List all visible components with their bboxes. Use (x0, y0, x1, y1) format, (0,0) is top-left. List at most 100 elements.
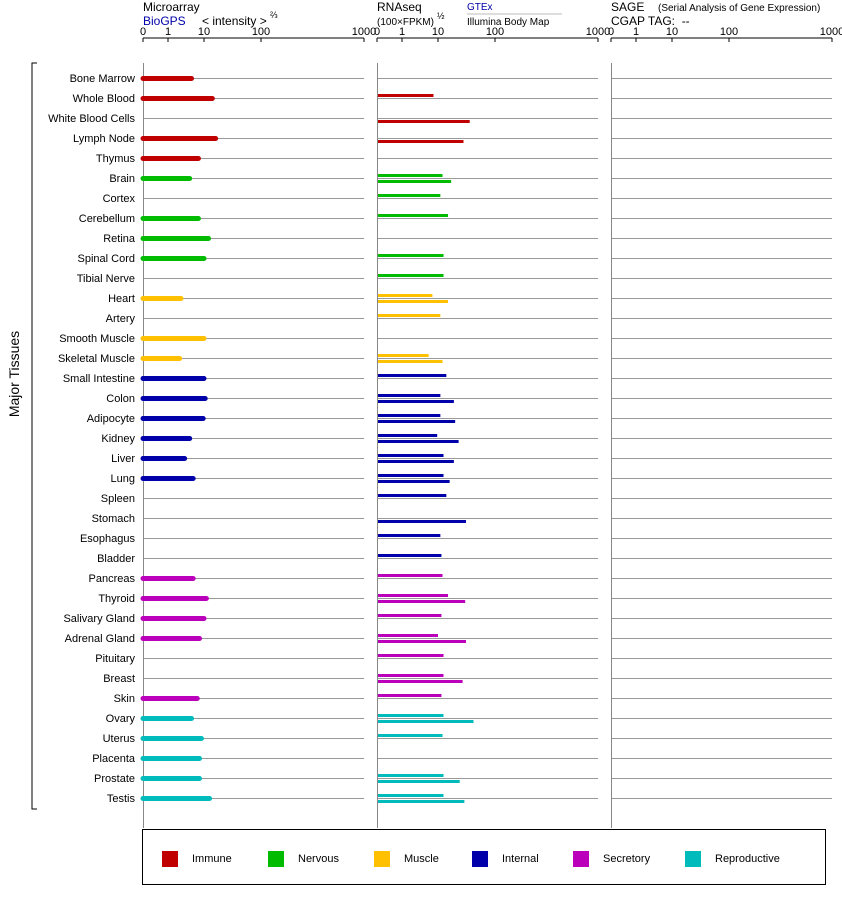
microarray-tick-label: 100 (252, 26, 270, 38)
tissue-label: Artery (106, 313, 136, 325)
tissue-label: Uterus (103, 733, 136, 745)
legend-swatch (472, 850, 488, 867)
tissue-label: White Blood Cells (48, 113, 135, 125)
rnaseq-tick-label: 1000 (586, 26, 610, 38)
tissue-label: Bladder (97, 553, 135, 565)
illumina-bar (378, 600, 466, 603)
tissue-label: Adipocyte (87, 413, 135, 425)
gtex-bar (378, 654, 444, 657)
sage-tick-label: 10 (666, 26, 678, 38)
tissue-label: Bone Marrow (70, 73, 135, 85)
gtex-bar (378, 374, 447, 377)
sage-tick-label: 100 (720, 26, 738, 38)
sage-tick-label: 0 (608, 26, 614, 38)
rnaseq-tick-label: 1 (399, 26, 405, 38)
gtex-bar (378, 354, 429, 357)
tissue-label: Skeletal Muscle (58, 353, 135, 365)
microarray-tick-label: 10 (198, 26, 210, 38)
illumina-bar (378, 120, 470, 123)
tissue-label: Thymus (96, 153, 136, 165)
sage-tick-label: 1 (633, 26, 639, 38)
tissue-label: Adrenal Gland (65, 633, 135, 645)
illumina-bar (378, 440, 459, 443)
tissue-label: Liver (111, 453, 135, 465)
sage-tick-label: 1000 (820, 26, 842, 38)
legend-swatch (374, 850, 390, 867)
tissue-label: Prostate (94, 773, 135, 785)
tissue-label: Tibial Nerve (77, 273, 135, 285)
legend-item-secretory: Secretory (573, 850, 650, 867)
gtex-bar (378, 94, 434, 97)
tissue-label: Spinal Cord (78, 253, 135, 265)
illumina-bar (378, 640, 467, 643)
gtex-bar (378, 174, 443, 177)
illumina-bar (378, 800, 465, 803)
gtex-bar (378, 554, 442, 557)
gtex-bar (378, 594, 449, 597)
rnaseq-tick-label: 0 (374, 26, 380, 38)
tissue-label: Thyroid (98, 593, 135, 605)
gtex-bar (378, 454, 444, 457)
illumina-bar (378, 460, 454, 463)
gridlines (143, 78, 832, 799)
illumina-bar (378, 180, 452, 183)
illumina-bar (378, 300, 449, 303)
fpkm-label: (100×FPKM) (377, 17, 434, 28)
gtex-bar (378, 714, 444, 717)
gtex-bar (378, 674, 444, 677)
illumina-label: Illumina Body Map (467, 17, 550, 28)
y-axis-label: Major Tissues (6, 331, 22, 417)
tissue-label: Lung (111, 473, 135, 485)
legend-label: Muscle (404, 852, 439, 865)
rnaseq-title: RNAseq (377, 0, 422, 14)
illumina-bar (378, 520, 467, 523)
illumina-bar (378, 140, 464, 143)
gtex-bar (378, 394, 441, 397)
illumina-bar (378, 420, 456, 423)
tissue-label: Cortex (103, 193, 136, 205)
tissue-label: Testis (107, 793, 136, 805)
gtex-bar (378, 634, 438, 637)
illumina-bar (378, 680, 463, 683)
tissue-label: Lymph Node (73, 133, 135, 145)
illumina-bar (378, 360, 443, 363)
tissue-label: Brain (109, 173, 135, 185)
microarray-tick-label: 1 (165, 26, 171, 38)
gtex-bar (378, 494, 447, 497)
legend-label: Secretory (603, 852, 651, 865)
tissue-label: Breast (103, 673, 135, 685)
fpkm-exponent: ½ (437, 11, 445, 21)
tissue-label: Stomach (92, 513, 135, 525)
illumina-bar (378, 720, 474, 723)
gtex-bar (378, 574, 443, 577)
tissue-label: Ovary (106, 713, 136, 725)
gtex-label: GTEx (467, 2, 493, 13)
microarray-tick-label: 0 (140, 26, 146, 38)
intensity-label: < intensity > (202, 14, 267, 28)
gtex-bar (378, 314, 441, 317)
tissue-label: Pituitary (95, 653, 135, 665)
gtex-bar (378, 434, 438, 437)
tissue-label: Colon (106, 393, 135, 405)
tissue-label: Cerebellum (79, 213, 135, 225)
gtex-bar (378, 474, 444, 477)
legend-item-nervous: Nervous (268, 850, 339, 867)
legend-swatch (268, 850, 284, 867)
gtex-bar (378, 534, 441, 537)
legend-item-internal: Internal (472, 850, 539, 867)
tissue-label: Kidney (101, 433, 135, 445)
gtex-bar (378, 774, 444, 777)
illumina-bar (378, 480, 450, 483)
tissue-label: Placenta (92, 753, 136, 765)
tissue-bracket (31, 62, 37, 810)
legend-swatch (162, 850, 178, 867)
microarray-title: Microarray (143, 0, 200, 14)
tissue-label: Salivary Gland (63, 613, 135, 625)
legend-label: Reproductive (715, 852, 780, 865)
sage-title: SAGE (611, 0, 644, 14)
gtex-bar (378, 254, 444, 257)
tissue-label: Spleen (101, 493, 135, 505)
illumina-bar (378, 780, 460, 783)
microarray-tick-label: 1000 (352, 26, 376, 38)
tissue-label: Smooth Muscle (59, 333, 135, 345)
